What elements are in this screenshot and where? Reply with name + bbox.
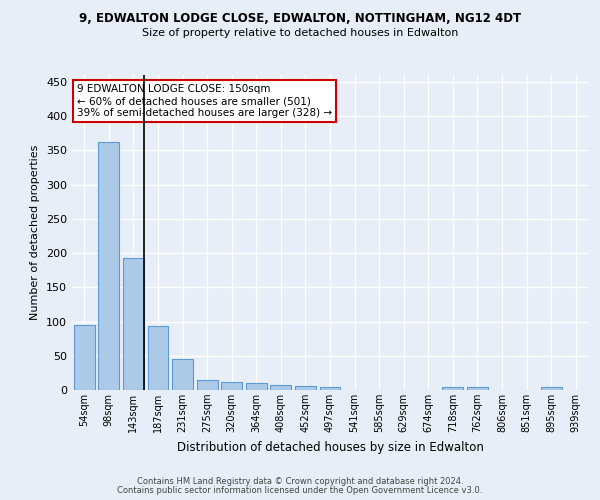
Bar — [172, 359, 193, 390]
Text: 9 EDWALTON LODGE CLOSE: 150sqm
← 60% of detached houses are smaller (501)
39% of: 9 EDWALTON LODGE CLOSE: 150sqm ← 60% of … — [77, 84, 332, 117]
Bar — [74, 325, 95, 390]
Bar — [295, 386, 316, 390]
Bar — [123, 258, 144, 390]
Bar — [442, 386, 463, 390]
Bar — [98, 142, 119, 390]
Text: Contains public sector information licensed under the Open Government Licence v3: Contains public sector information licen… — [118, 486, 482, 495]
Y-axis label: Number of detached properties: Number of detached properties — [31, 145, 40, 320]
Bar — [271, 385, 292, 390]
Bar — [221, 382, 242, 390]
Bar — [148, 326, 169, 390]
X-axis label: Distribution of detached houses by size in Edwalton: Distribution of detached houses by size … — [176, 440, 484, 454]
Bar — [541, 388, 562, 390]
Bar — [467, 386, 488, 390]
Bar — [320, 388, 340, 390]
Bar — [246, 383, 267, 390]
Bar — [197, 380, 218, 390]
Text: Contains HM Land Registry data © Crown copyright and database right 2024.: Contains HM Land Registry data © Crown c… — [137, 477, 463, 486]
Text: Size of property relative to detached houses in Edwalton: Size of property relative to detached ho… — [142, 28, 458, 38]
Text: 9, EDWALTON LODGE CLOSE, EDWALTON, NOTTINGHAM, NG12 4DT: 9, EDWALTON LODGE CLOSE, EDWALTON, NOTTI… — [79, 12, 521, 26]
